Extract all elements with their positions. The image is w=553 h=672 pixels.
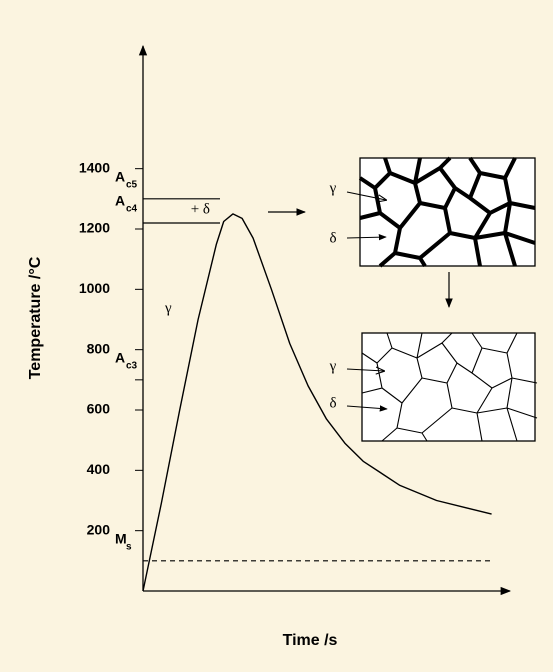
phase-label: γ xyxy=(329,180,337,196)
y-tick-label: 400 xyxy=(87,461,111,477)
y-tick-label: 1000 xyxy=(79,280,110,296)
y-tick-label: 600 xyxy=(87,401,111,417)
level-subscript: s xyxy=(126,541,132,552)
phase-label: γ xyxy=(329,358,337,374)
micrograph xyxy=(358,156,537,268)
level-subscript: c4 xyxy=(126,204,138,215)
level-subscript: c5 xyxy=(126,179,138,190)
x-axis-title: Time /s xyxy=(283,632,338,649)
curve xyxy=(142,213,492,592)
arrow xyxy=(346,233,387,241)
y-axis-title: Temperature /°C xyxy=(27,256,44,379)
micrograph xyxy=(361,332,538,442)
level-label: M xyxy=(115,531,127,547)
annotation: + δ xyxy=(191,202,210,218)
y-tick-label: 1400 xyxy=(79,159,110,175)
arrow xyxy=(346,191,386,200)
arrow xyxy=(346,369,384,371)
arrow xyxy=(346,405,388,412)
level-label: A xyxy=(115,193,125,209)
annotation: γ xyxy=(164,300,172,316)
level-subscript: c3 xyxy=(126,360,138,371)
level-label: A xyxy=(115,350,125,366)
y-tick-label: 800 xyxy=(87,340,111,356)
y-tick-label: 200 xyxy=(87,521,111,537)
level-label: A xyxy=(115,169,125,185)
y-tick-label: 1200 xyxy=(79,220,110,236)
phase-label: δ xyxy=(329,230,336,246)
phase-label: δ xyxy=(329,395,336,411)
